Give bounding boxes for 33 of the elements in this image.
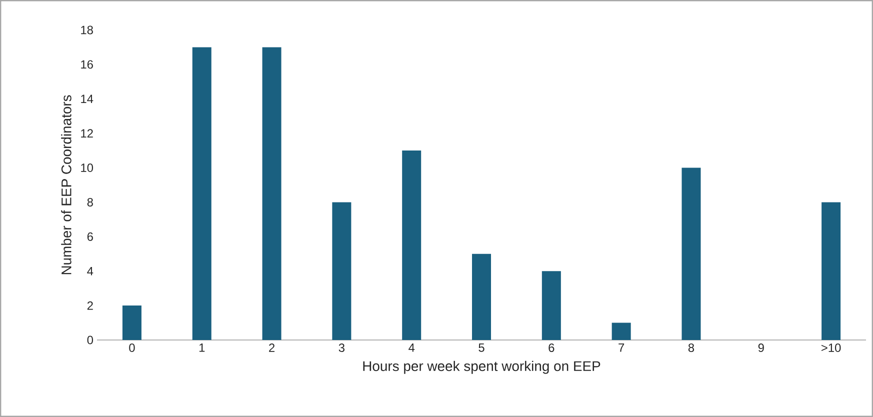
x-tick-label: 6 xyxy=(548,344,554,352)
bar xyxy=(472,254,492,340)
bar xyxy=(262,47,282,340)
x-tick-label: 9 xyxy=(758,344,764,352)
y-tick-label: 16 xyxy=(81,60,93,69)
bar xyxy=(682,168,701,340)
x-tick-label: 0 xyxy=(129,344,135,352)
x-tick-label: 1 xyxy=(199,344,205,352)
y-tick-label: 4 xyxy=(87,267,94,276)
y-axis-title: Number of EEP Coordinators xyxy=(61,95,72,274)
bar xyxy=(332,202,352,340)
bar xyxy=(822,202,841,340)
x-tick-label: >10 xyxy=(822,344,841,352)
x-tick-label: 3 xyxy=(338,344,344,352)
y-tick-label: 18 xyxy=(81,26,93,34)
y-tick-label: 2 xyxy=(87,301,93,310)
x-tick-label: 7 xyxy=(618,344,624,352)
x-tick-label: 8 xyxy=(688,344,694,352)
x-tick-label: 5 xyxy=(478,344,484,352)
bar xyxy=(542,271,561,340)
y-tick-label: 12 xyxy=(81,129,93,138)
y-tick-label: 0 xyxy=(87,336,94,344)
x-tick-label: 4 xyxy=(408,344,415,352)
y-tick-label: 6 xyxy=(87,232,93,241)
y-tick-label: 8 xyxy=(87,198,93,206)
bar xyxy=(402,150,422,340)
x-axis-title: Hours per week spent working on EEP xyxy=(363,360,600,374)
y-tick-label: 14 xyxy=(81,94,94,103)
y-tick-label: 10 xyxy=(81,164,94,172)
bar xyxy=(192,47,212,340)
x-tick-label: 2 xyxy=(269,344,274,352)
bar xyxy=(612,322,631,340)
bar xyxy=(122,306,142,340)
